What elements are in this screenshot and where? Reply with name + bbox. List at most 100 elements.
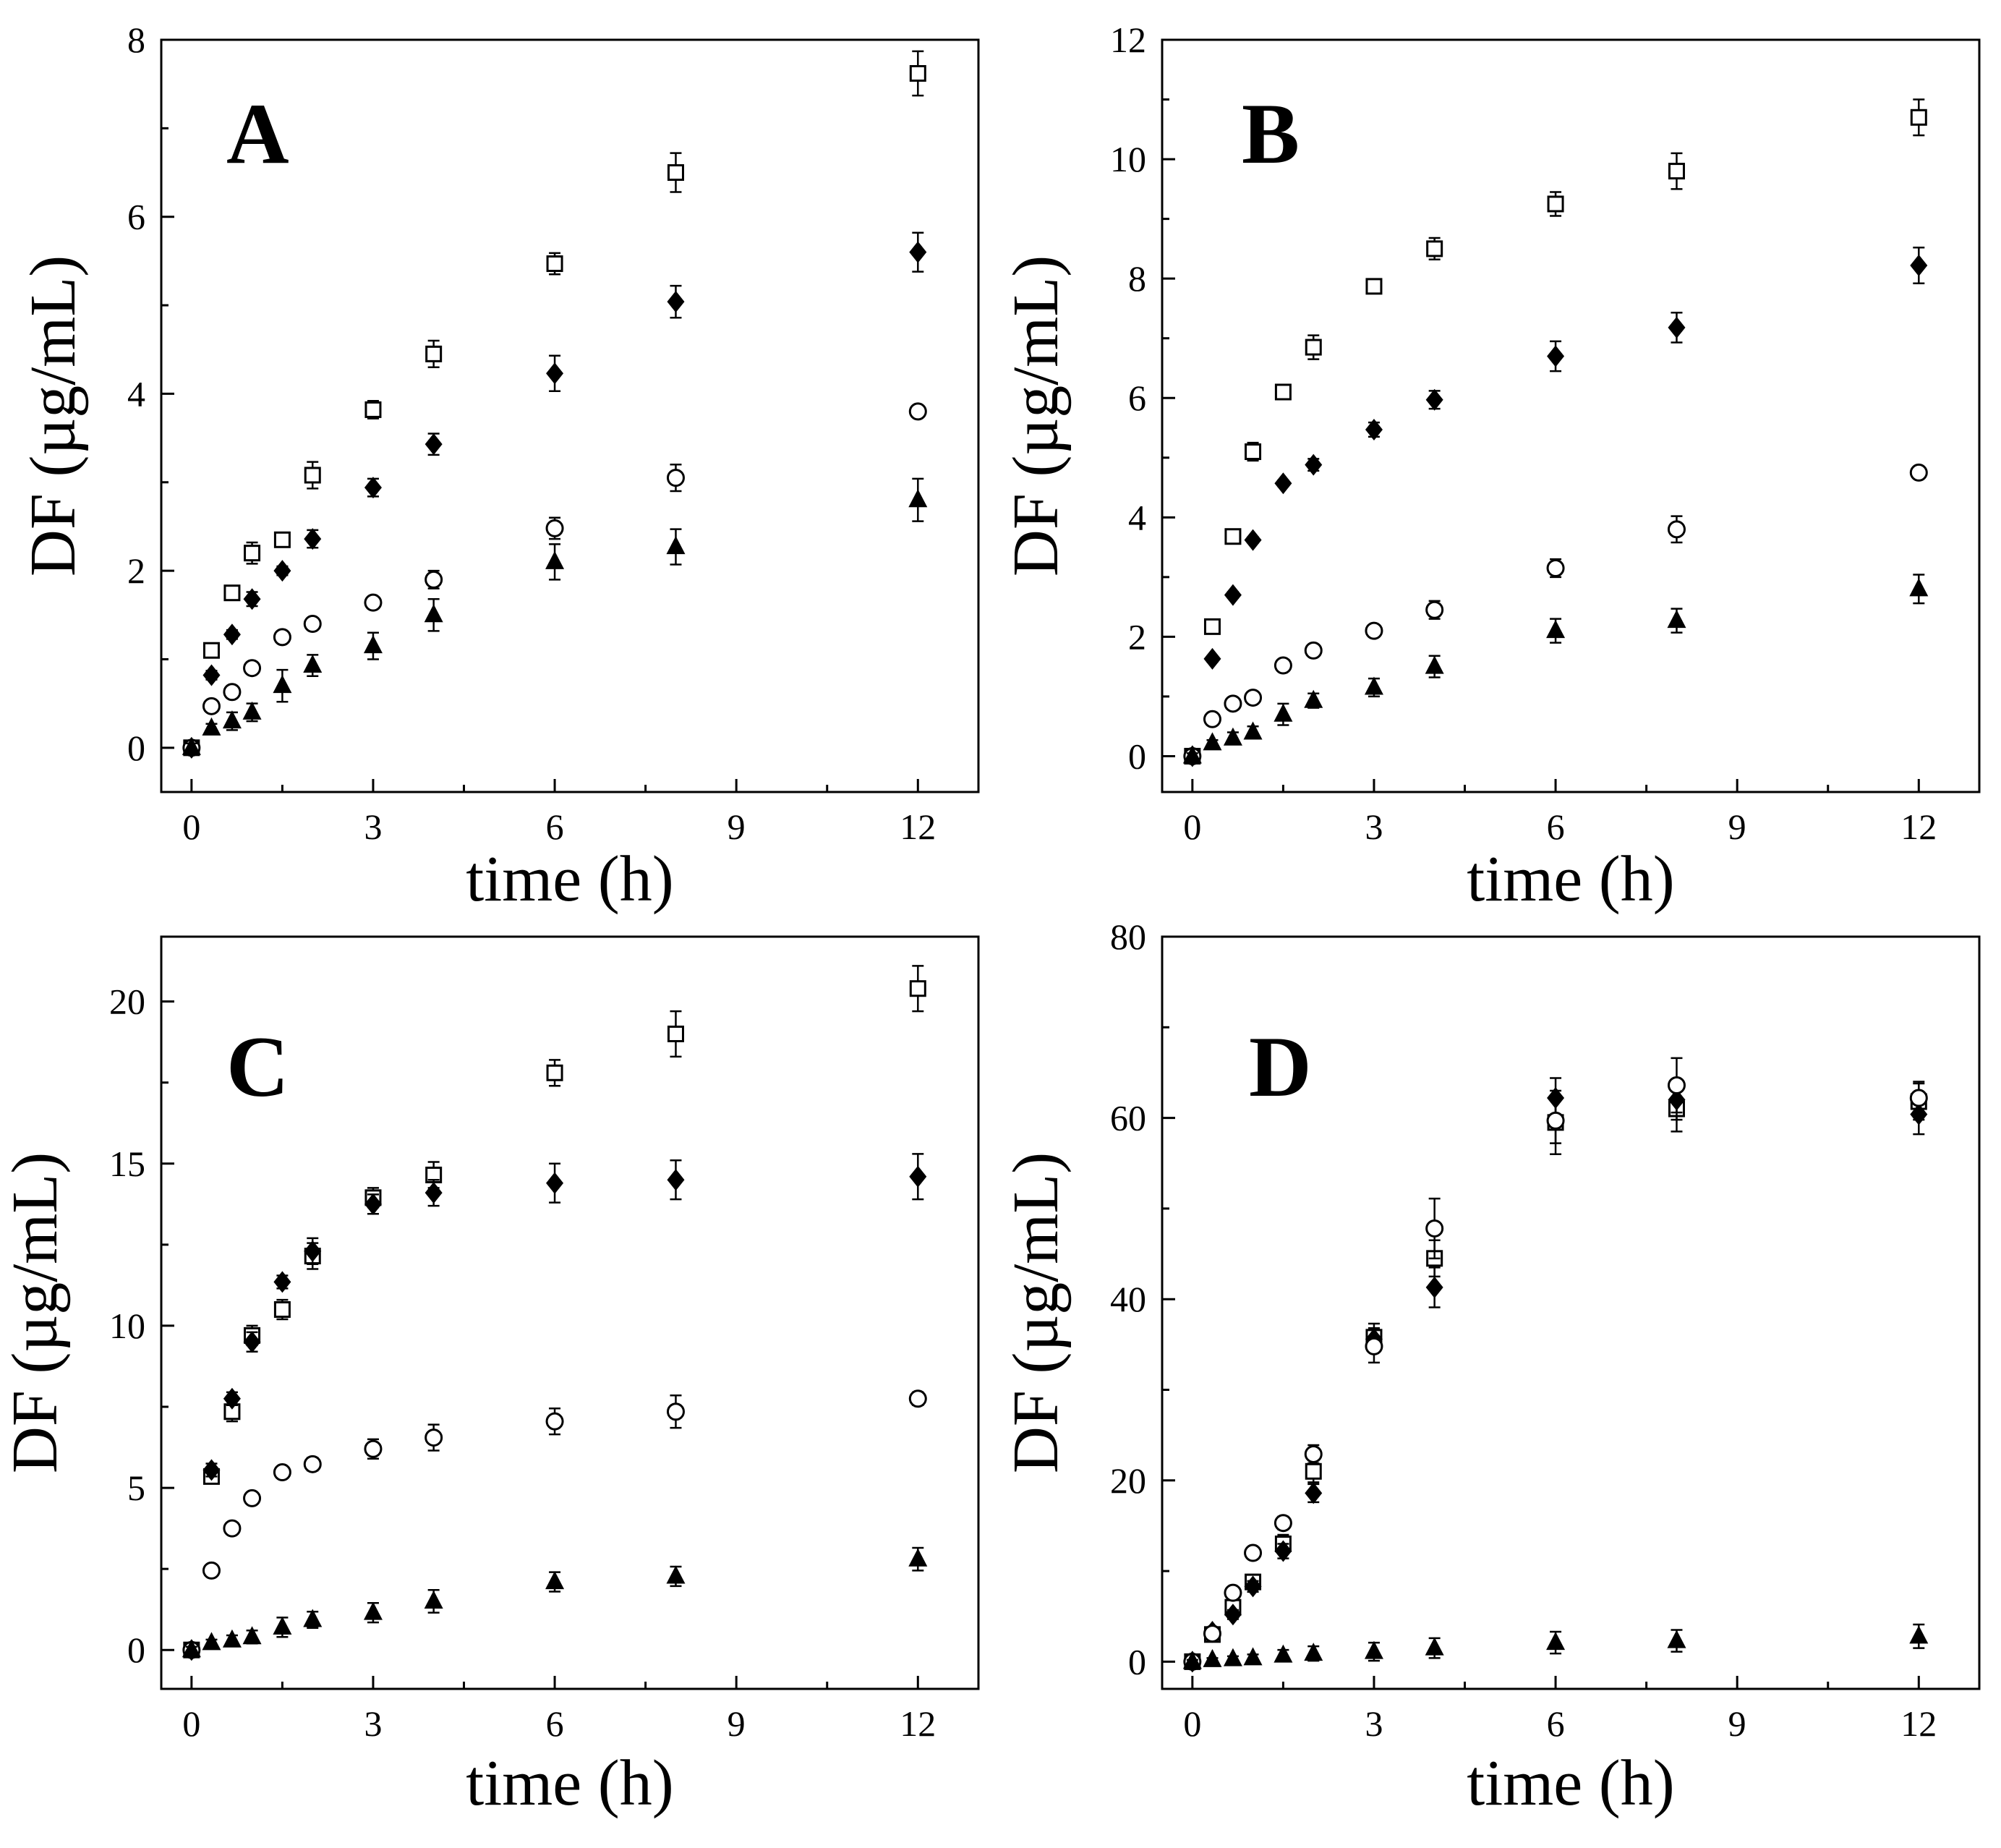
panel-a-point-filled-diamond (202, 664, 221, 686)
panel-d-point-filled-triangle (1182, 1651, 1202, 1669)
panel-b-point-open-circle (1546, 558, 1565, 577)
panel-d-point-open-circle (1546, 1111, 1565, 1130)
panel-a-point-open-circle (243, 659, 262, 678)
panel-a-x-tick-label: 12 (900, 806, 936, 847)
panel-d-point-filled-triangle (1273, 1644, 1293, 1663)
panel-d-point-open-circle (1425, 1219, 1444, 1238)
panel-c-point-open-circle (223, 1519, 242, 1538)
panel-d-point-filled-diamond (1305, 1482, 1323, 1504)
panel-b-y-tick-label: 4 (1128, 497, 1146, 537)
panel-b-point-filled-triangle (1304, 689, 1323, 708)
panel-c-point-open-circle (273, 1463, 291, 1482)
panel-a-point-open-square (546, 255, 563, 273)
panel-b-y-tick-label: 8 (1128, 258, 1146, 299)
panel-b-point-filled-diamond (1365, 418, 1383, 440)
panel-c-point-filled-triangle (908, 1548, 928, 1567)
panel-a-point-filled-diamond (223, 623, 241, 646)
panel-c-point-filled-diamond (273, 1271, 291, 1293)
panel-b-point-filled-diamond (1910, 255, 1928, 276)
panel-d-point-open-square (1305, 1462, 1322, 1480)
panel-c-frame (160, 935, 980, 1690)
panel-b-point-open-square (1910, 108, 1927, 126)
panel-d-x-tick-label: 6 (1547, 1703, 1565, 1744)
panel-a-x-tick-label: 9 (728, 806, 746, 847)
panel-b-point-open-circle (1203, 710, 1221, 728)
panel-b-point-filled-triangle (1223, 727, 1242, 746)
panel-d-point-filled-diamond (1224, 1604, 1242, 1626)
panel-c-y-tick-label: 0 (127, 1630, 145, 1670)
panel-c: 0 3 6 9 12 0 5 10 15 20 C time (h) DF (µg/mL) (0, 935, 980, 1819)
panel-d-point-filled-triangle (1203, 1648, 1222, 1667)
panel-a-point-open-square (667, 164, 684, 182)
panel-d-point-open-circle (1365, 1337, 1383, 1355)
panel-c-point-filled-triangle (182, 1639, 201, 1658)
panel-c-point-filled-diamond (202, 1459, 221, 1481)
panel-b-point-filled-triangle (1182, 745, 1202, 764)
panel-a-point-filled-triangle (242, 701, 262, 720)
panel-c-point-filled-triangle (303, 1609, 323, 1627)
panel-b-point-open-square (1224, 528, 1242, 545)
panel-c-point-filled-triangle (666, 1565, 686, 1584)
panel-b-point-filled-diamond (1203, 647, 1221, 670)
panel-b-point-filled-triangle (1364, 676, 1383, 695)
panel-c-point-open-square (667, 1025, 684, 1042)
panel-b-point-filled-triangle (1273, 703, 1293, 722)
panel-a-y-tick-label: 8 (127, 20, 145, 60)
panel-b-x-tick-label: 6 (1547, 806, 1565, 847)
panel-a-y-tick-label: 4 (127, 373, 145, 414)
panel-c-point-filled-diamond (364, 1193, 382, 1215)
panel-b-point-open-square (1274, 383, 1292, 401)
panel-c-point-open-circle (666, 1402, 685, 1421)
panel-a-letter: A (226, 85, 289, 182)
panel-a-point-open-square (909, 64, 926, 82)
panel-a-point-open-circle (202, 697, 221, 715)
panel-a-point-open-square (304, 467, 321, 484)
panel-a-point-filled-triangle (222, 710, 242, 729)
panel-a-y-tick-label: 2 (127, 550, 145, 591)
panel-a: 0 3 6 9 12 0 2 4 6 8 A time (h) DF (µg/mL) (17, 20, 980, 915)
panel-a-point-filled-diamond (546, 362, 564, 385)
panel-a-point-filled-triangle (202, 717, 221, 736)
panel-a-x-axis-title: time (h) (466, 843, 673, 915)
panel-d-point-filled-diamond (1425, 1276, 1443, 1298)
panel-b-plot-area: 0 3 6 9 12 0 2 4 6 8 10 12 (1110, 20, 1981, 847)
panel-b-y-tick-label: 10 (1110, 139, 1146, 179)
panel-a-point-filled-diamond (304, 528, 322, 550)
panel-b-point-filled-triangle (1667, 610, 1686, 629)
panel-d-point-filled-triangle (1304, 1643, 1323, 1661)
panel-d-x-tick-label: 3 (1365, 1703, 1383, 1744)
panel-b-point-filled-diamond (1547, 345, 1565, 367)
panel-b-y-tick-label: 0 (1128, 736, 1146, 776)
panel-b-point-filled-diamond (1425, 388, 1443, 411)
panel-a-point-open-square (364, 401, 382, 418)
panel-d-point-filled-triangle (1667, 1630, 1686, 1648)
panel-b-x-tick-label: 3 (1365, 806, 1383, 847)
panel-a-point-filled-triangle (303, 655, 323, 673)
panel-a-point-filled-triangle (273, 675, 292, 694)
panel-a-point-open-square (273, 531, 291, 548)
panel-b-frame (1161, 38, 1981, 793)
panel-c-point-open-circle (545, 1412, 564, 1431)
panel-b-point-filled-diamond (1274, 472, 1292, 495)
panel-b: 0 3 6 9 12 0 2 4 6 8 10 12 B time (h) DF (µg/mL) (1000, 20, 1981, 915)
panel-a-x-tick-label: 3 (364, 806, 382, 847)
panel-d-point-filled-triangle (1909, 1625, 1929, 1644)
panel-a-y-tick-label: 0 (127, 728, 145, 768)
panel-a-point-filled-diamond (667, 291, 685, 313)
panel-b-point-filled-diamond (1668, 316, 1686, 338)
panel-b-point-open-circle (1304, 641, 1323, 660)
panel-a-point-filled-triangle (182, 736, 201, 755)
panel-c-point-filled-diamond (667, 1169, 685, 1191)
panel-b-point-filled-diamond (1224, 584, 1242, 606)
panel-d-letter: D (1249, 1018, 1312, 1115)
panel-c-y-tick-label: 15 (109, 1144, 145, 1184)
panel-c-x-tick-label: 3 (364, 1703, 382, 1744)
panel-a-point-open-circle (273, 628, 291, 647)
panel-d-y-tick-label: 60 (1110, 1098, 1146, 1138)
panel-b-point-filled-triangle (1425, 655, 1444, 674)
panel-d-point-filled-triangle (1546, 1632, 1566, 1651)
panel-a-point-filled-triangle (424, 604, 443, 623)
panel-c-plot-area: 0 3 6 9 12 0 5 10 15 20 (109, 935, 980, 1744)
panel-c-point-open-circle (424, 1428, 443, 1447)
